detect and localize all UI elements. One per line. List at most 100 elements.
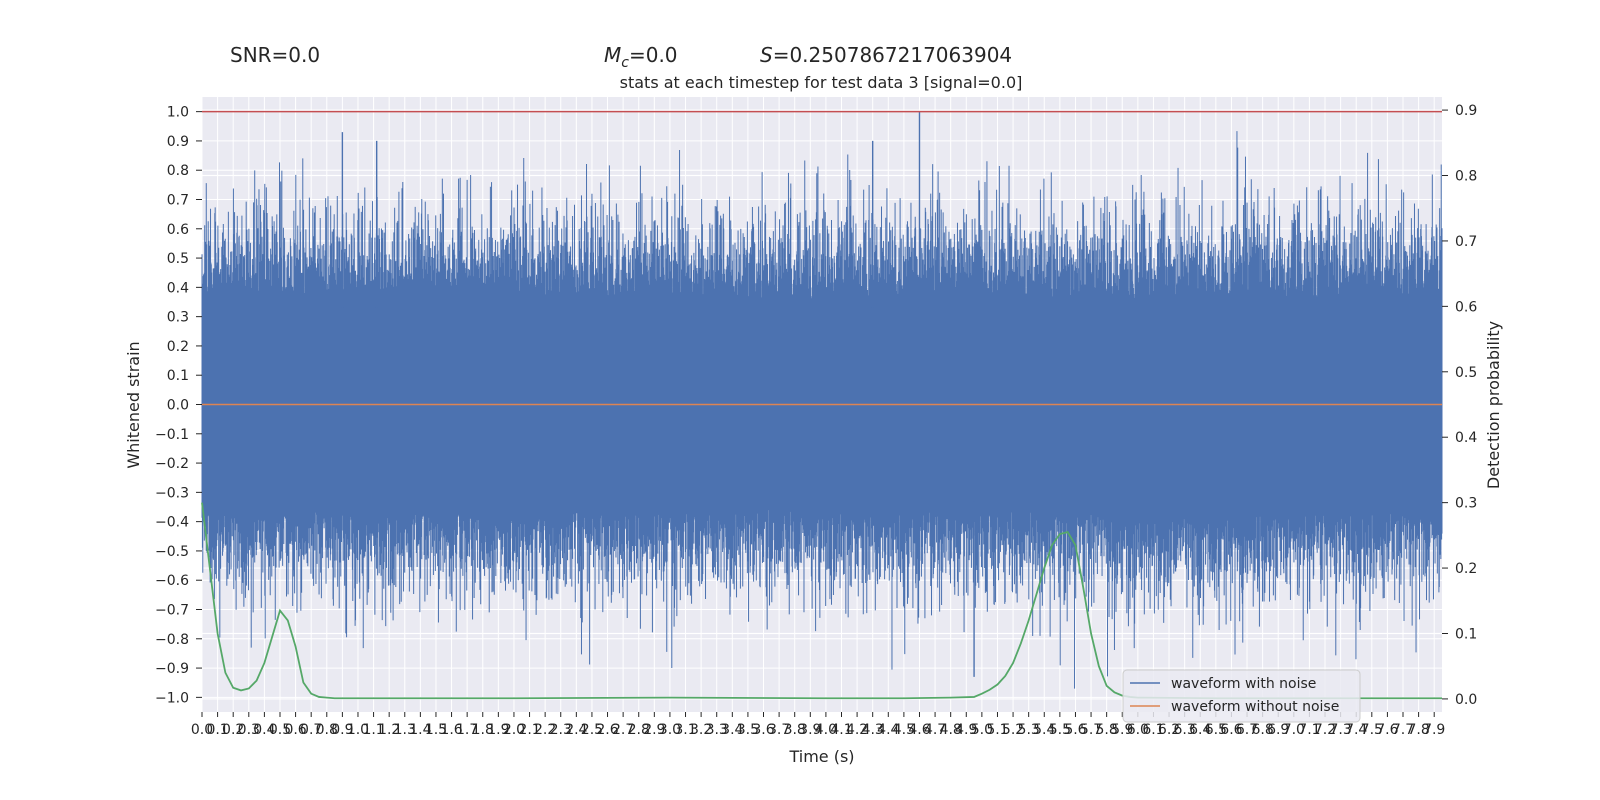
legend: waveform with noise waveform without noi… [1122, 669, 1361, 723]
y-tick-label: 0.1 [167, 368, 189, 384]
x-tick-label: 4.9 [955, 722, 977, 738]
x-tick-label: 3.0 [659, 722, 681, 738]
x-axis-label: Time (s) [788, 747, 854, 766]
x-tick-label: 4.3 [862, 722, 884, 738]
x-tick-label: 5.6 [1064, 722, 1086, 738]
y2-tick-label: 0.4 [1455, 430, 1477, 446]
x-tick-label: 5.8 [1096, 722, 1118, 738]
x-tick-label: 7.3 [1329, 722, 1351, 738]
x-tick-label: 0.7 [300, 722, 322, 738]
x-tick-label: 6.6 [1220, 722, 1242, 738]
y-tick-label: 0.5 [167, 251, 189, 267]
x-tick-label: 2.4 [565, 722, 587, 738]
x-tick-label: 4.0 [815, 722, 837, 738]
chirp-mass-label: Mc=0.0 [604, 43, 678, 71]
y-tick-label: −0.9 [155, 661, 189, 677]
detection-probability-series [201, 502, 1442, 700]
x-tick-label: 6.1 [1142, 722, 1164, 738]
x-tick-label: 1.4 [409, 722, 431, 738]
x-tick-label: 5.0 [971, 722, 993, 738]
x-tick-label: 3.6 [752, 722, 774, 738]
x-tick-label: 5.7 [1080, 722, 1102, 738]
x-tick-label: 0.6 [284, 722, 306, 738]
x-tick-label: 5.4 [1033, 722, 1055, 738]
x-tick-label: 4.2 [846, 722, 868, 738]
x-tick-label: 7.2 [1314, 722, 1336, 738]
x-tick-label: 3.7 [768, 722, 790, 738]
x-tick-label: 2.8 [628, 722, 650, 738]
y-tick-label: −0.8 [155, 632, 189, 648]
x-tick-label: 2.6 [596, 722, 618, 738]
x-tick-label: 7.7 [1392, 722, 1414, 738]
x-tick-label: 4.4 [877, 722, 899, 738]
x-tick-label: 3.2 [690, 722, 712, 738]
x-tick-label: 7.8 [1407, 722, 1429, 738]
x-tick-label: 5.2 [1002, 722, 1024, 738]
x-tick-label: 6.7 [1236, 722, 1258, 738]
legend-box [1122, 669, 1361, 723]
y-tick-label: 0.3 [167, 310, 189, 326]
x-tick-label: 0.4 [253, 722, 275, 738]
x-tick-label: 3.8 [784, 722, 806, 738]
x-tick-label: 4.6 [908, 722, 930, 738]
y2-tick-label: 0.0 [1455, 692, 1477, 708]
x-tick-label: 0.8 [316, 722, 338, 738]
probability-trace [201, 502, 1442, 700]
x-tick-label: 6.9 [1267, 722, 1289, 738]
y-tick-label: 0.0 [167, 398, 189, 414]
x-axis: 0.00.10.20.30.40.50.60.70.80.91.01.11.21… [191, 712, 1445, 738]
y-tick-label: −0.1 [155, 427, 189, 443]
x-tick-label: 1.0 [347, 722, 369, 738]
x-tick-label: 3.1 [674, 722, 696, 738]
x-tick-label: 5.1 [986, 722, 1008, 738]
x-tick-label: 4.8 [940, 722, 962, 738]
y2-tick-label: 0.9 [1455, 103, 1477, 119]
x-tick-label: 0.1 [206, 722, 228, 738]
y-axis-right: 0.9 0.8 0.7 0.6 0.5 0.4 0.3 0.2 0.1 0.0 [1442, 103, 1477, 708]
y-axis-left: 1.0 0.9 0.8 0.7 0.6 0.5 0.4 0.3 0.2 0.1 0.0 −0.1 −0.… [155, 105, 202, 706]
x-tick-label: 0.2 [222, 722, 244, 738]
x-tick-label: 1.9 [487, 722, 509, 738]
y-tick-label: −0.7 [155, 603, 189, 619]
x-tick-label: 6.8 [1251, 722, 1273, 738]
x-tick-label: 1.6 [440, 722, 462, 738]
y-tick-label: 0.6 [167, 222, 189, 238]
x-tick-label: 7.6 [1376, 722, 1398, 738]
y2-tick-label: 0.2 [1455, 561, 1477, 577]
x-tick-label: 2.5 [581, 722, 603, 738]
legend-label-clean: waveform without noise [1171, 699, 1339, 715]
y-tick-label: 0.2 [167, 339, 189, 355]
x-tick-label: 2.9 [643, 722, 665, 738]
x-tick-label: 7.9 [1423, 722, 1445, 738]
y-tick-label: −0.3 [155, 485, 189, 501]
y-tick-label: 1.0 [167, 105, 189, 121]
x-tick-label: 2.1 [518, 722, 540, 738]
x-tick-label: 7.1 [1298, 722, 1320, 738]
x-tick-label: 4.1 [830, 722, 852, 738]
x-tick-label: 6.3 [1174, 722, 1196, 738]
y2-tick-label: 0.6 [1455, 299, 1477, 315]
y-tick-label: −0.2 [155, 456, 189, 472]
y2-tick-label: 0.3 [1455, 496, 1477, 512]
y2-axis-label: Detection probability [1484, 321, 1503, 489]
x-tick-label: 2.0 [503, 722, 525, 738]
score-label: S=0.2507867217063904 [760, 43, 1012, 67]
y-tick-label: −1.0 [155, 690, 189, 706]
x-tick-label: 0.0 [191, 722, 213, 738]
y-tick-label: −0.4 [155, 515, 189, 531]
x-tick-label: 1.2 [378, 722, 400, 738]
y2-tick-label: 0.7 [1455, 234, 1477, 250]
x-tick-label: 0.3 [238, 722, 260, 738]
x-tick-label: 1.5 [425, 722, 447, 738]
x-tick-label: 1.1 [362, 722, 384, 738]
x-tick-label: 0.5 [269, 722, 291, 738]
x-tick-label: 3.4 [721, 722, 743, 738]
x-tick-label: 6.4 [1189, 722, 1211, 738]
x-tick-label: 5.3 [1018, 722, 1040, 738]
snr-label: SNR=0.0 [230, 43, 320, 67]
x-tick-label: 6.5 [1205, 722, 1227, 738]
x-tick-label: 1.7 [456, 722, 478, 738]
x-tick-label: 4.5 [893, 722, 915, 738]
x-tick-label: 2.2 [534, 722, 556, 738]
